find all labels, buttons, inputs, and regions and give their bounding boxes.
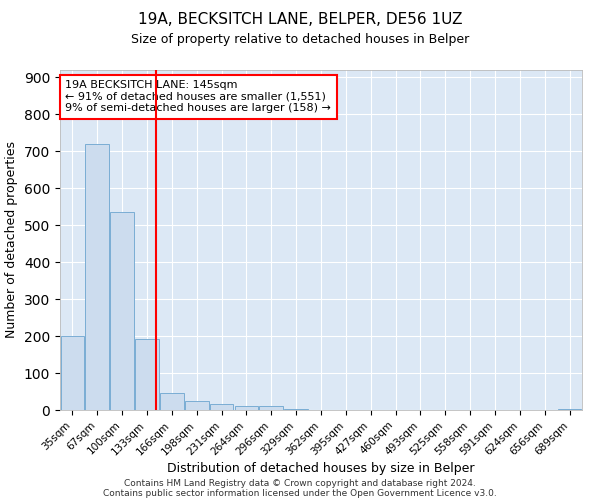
Text: 19A, BECKSITCH LANE, BELPER, DE56 1UZ: 19A, BECKSITCH LANE, BELPER, DE56 1UZ (138, 12, 462, 28)
Bar (135, 338, 159, 410)
Text: 19A BECKSITCH LANE: 145sqm
← 91% of detached houses are smaller (1,551)
9% of se: 19A BECKSITCH LANE: 145sqm ← 91% of deta… (65, 80, 331, 114)
Text: Size of property relative to detached houses in Belper: Size of property relative to detached ho… (131, 32, 469, 46)
Text: Contains public sector information licensed under the Open Government Licence v3: Contains public sector information licen… (103, 488, 497, 498)
Bar (61, 336, 84, 410)
Bar (160, 392, 184, 410)
Bar (210, 404, 233, 410)
Text: Contains HM Land Registry data © Crown copyright and database right 2024.: Contains HM Land Registry data © Crown c… (124, 478, 476, 488)
Y-axis label: Number of detached properties: Number of detached properties (5, 142, 19, 338)
Bar (259, 406, 283, 410)
Bar (110, 212, 134, 410)
Bar (185, 401, 209, 410)
Bar (85, 144, 109, 410)
X-axis label: Distribution of detached houses by size in Belper: Distribution of detached houses by size … (167, 462, 475, 475)
Bar (235, 406, 258, 410)
